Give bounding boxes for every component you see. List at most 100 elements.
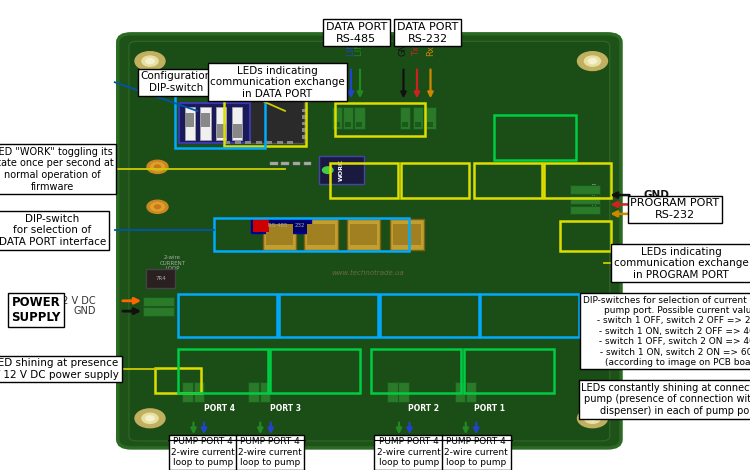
Bar xyxy=(219,122,224,125)
Circle shape xyxy=(578,409,608,428)
Text: -: - xyxy=(268,436,273,446)
Bar xyxy=(219,109,224,112)
Circle shape xyxy=(578,52,608,70)
Text: RxD: RxD xyxy=(644,209,667,219)
Bar xyxy=(217,124,226,138)
Bar xyxy=(287,141,293,144)
Bar xyxy=(302,135,306,139)
Text: PUMP PORT 4
2-wire current
loop to pump: PUMP PORT 4 2-wire current loop to pump xyxy=(444,437,509,467)
Circle shape xyxy=(135,409,165,428)
Text: TxD: TxD xyxy=(644,199,666,210)
Text: LED "WORK" toggling its
state once per second at
normal operation of
firmware: LED "WORK" toggling its state once per s… xyxy=(0,147,113,192)
Text: GND: GND xyxy=(644,190,669,200)
Bar xyxy=(256,141,262,144)
Bar xyxy=(474,163,542,198)
Text: 2-wire
CURRENT
LOOP: 2-wire CURRENT LOOP xyxy=(160,255,185,272)
Circle shape xyxy=(147,160,168,173)
Text: LED shining at presence
of 12 V DC power supply: LED shining at presence of 12 V DC power… xyxy=(0,358,119,380)
Bar xyxy=(142,297,174,306)
Bar xyxy=(216,107,226,140)
Bar xyxy=(454,382,465,402)
Bar xyxy=(346,219,380,250)
Text: GND: GND xyxy=(399,37,408,56)
Bar xyxy=(224,98,230,101)
Bar xyxy=(256,98,262,101)
Text: -: - xyxy=(202,436,206,446)
Text: DATA PORT
RS-232: DATA PORT RS-232 xyxy=(397,22,458,44)
Bar xyxy=(232,107,242,140)
Bar xyxy=(154,368,201,393)
Bar xyxy=(292,162,300,165)
Circle shape xyxy=(584,413,601,423)
Bar xyxy=(427,122,433,127)
Bar xyxy=(390,219,424,250)
Bar xyxy=(232,124,242,138)
Bar xyxy=(175,92,265,148)
Bar xyxy=(402,122,408,127)
Bar xyxy=(480,294,579,337)
Circle shape xyxy=(154,165,160,169)
Bar xyxy=(178,349,268,393)
Text: DIP-switch
for selection of
DATA PORT interface: DIP-switch for selection of DATA PORT in… xyxy=(0,214,106,247)
Text: RxD: RxD xyxy=(426,39,435,56)
Text: 7R4: 7R4 xyxy=(155,276,166,281)
Text: -: - xyxy=(474,436,478,446)
Text: +: + xyxy=(190,436,197,446)
Text: 232: 232 xyxy=(295,223,305,228)
Bar xyxy=(224,141,230,144)
Circle shape xyxy=(151,163,164,171)
Bar xyxy=(219,135,224,139)
Text: -: - xyxy=(407,436,412,446)
Bar xyxy=(354,107,364,129)
Circle shape xyxy=(151,203,164,211)
FancyBboxPatch shape xyxy=(118,34,621,448)
Bar xyxy=(245,98,251,101)
FancyBboxPatch shape xyxy=(129,41,610,441)
Bar xyxy=(464,349,554,393)
Bar xyxy=(184,107,195,140)
Bar xyxy=(334,103,424,136)
Bar xyxy=(350,224,377,245)
Bar xyxy=(182,382,193,402)
Text: LINE B: LINE B xyxy=(356,29,364,56)
Bar xyxy=(307,224,334,245)
Bar xyxy=(266,224,293,245)
Bar xyxy=(302,115,306,119)
Text: +: + xyxy=(256,436,264,446)
Text: +: + xyxy=(395,436,403,446)
Text: PORT 3: PORT 3 xyxy=(269,404,301,414)
Bar xyxy=(201,113,210,127)
Bar xyxy=(334,122,340,127)
Bar xyxy=(251,219,311,233)
Circle shape xyxy=(147,200,168,213)
Bar xyxy=(387,382,398,402)
Bar xyxy=(270,162,278,165)
Text: DATA PORT
RS-485: DATA PORT RS-485 xyxy=(326,22,387,44)
Text: LEDs constantly shining at connection to
pump (presence of connection with fuel
: LEDs constantly shining at connection to… xyxy=(581,383,750,416)
Text: GND: GND xyxy=(74,306,96,316)
Circle shape xyxy=(142,413,158,423)
Bar xyxy=(262,219,296,250)
Bar xyxy=(224,89,306,146)
Text: PUMP PORT 4
2-wire current
loop to pump: PUMP PORT 4 2-wire current loop to pump xyxy=(377,437,441,467)
Bar xyxy=(221,99,304,143)
Circle shape xyxy=(322,167,333,173)
Text: LINE A: LINE A xyxy=(346,29,355,56)
Text: PORT 1: PORT 1 xyxy=(474,404,506,414)
Bar xyxy=(330,163,398,198)
Bar xyxy=(570,196,600,204)
Bar xyxy=(302,109,306,112)
Bar xyxy=(415,122,421,127)
Bar xyxy=(178,294,277,337)
Text: LEDs indicating
communication exchange
in PROGRAM PORT: LEDs indicating communication exchange i… xyxy=(614,247,748,280)
Bar xyxy=(560,221,610,251)
Bar xyxy=(248,382,259,402)
Bar xyxy=(319,156,364,184)
Bar xyxy=(425,107,436,129)
Bar xyxy=(200,107,211,140)
Text: Configuration
DIP-switch: Configuration DIP-switch xyxy=(141,71,212,93)
Circle shape xyxy=(589,59,596,63)
Text: 12 V DC: 12 V DC xyxy=(56,296,96,306)
Bar xyxy=(413,107,423,129)
Bar xyxy=(260,382,270,402)
